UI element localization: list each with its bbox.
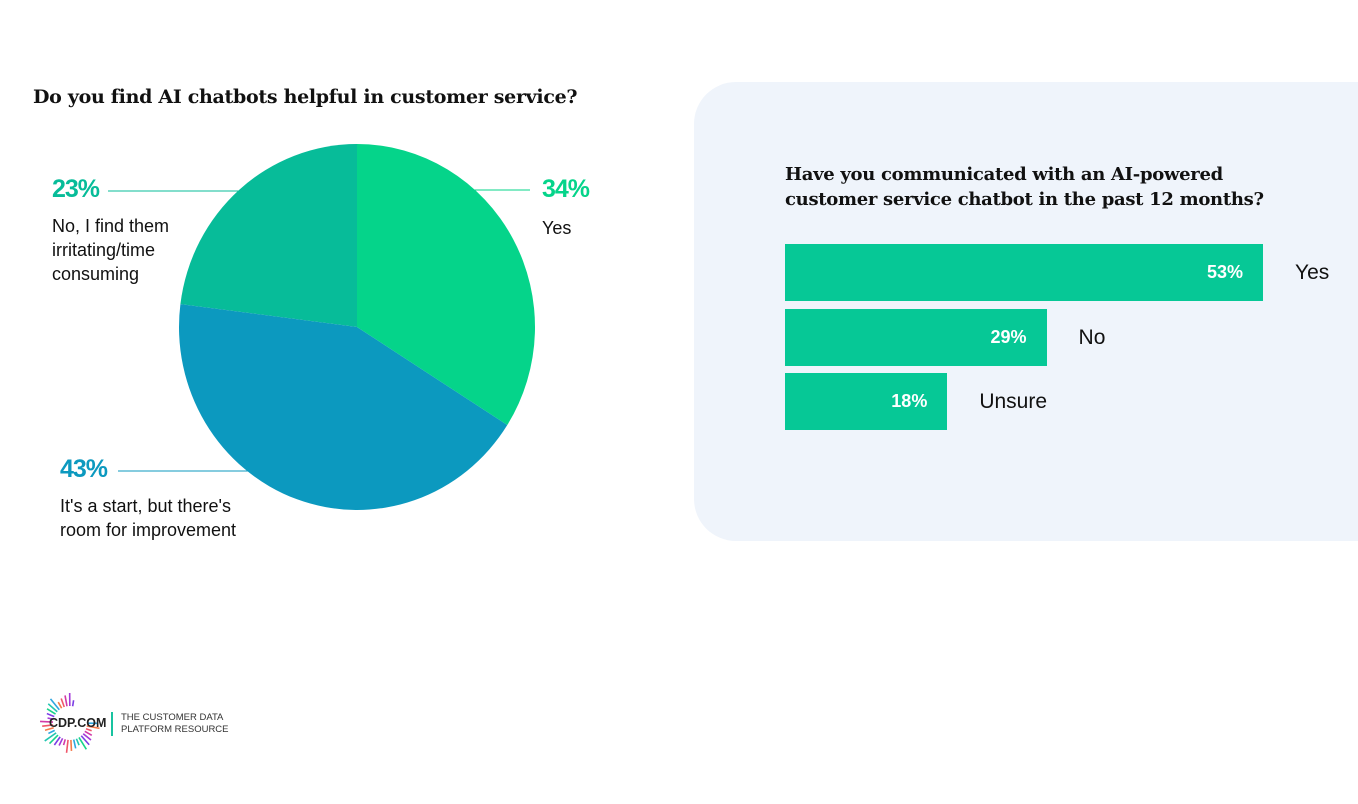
bar-no: 29%: [785, 309, 1047, 366]
logo-divider: [111, 712, 113, 736]
bar-value-label: 18%: [891, 391, 928, 411]
logo-tagline: THE CUSTOMER DATA PLATFORM RESOURCE: [121, 712, 229, 736]
pie-label-yes: Yes: [542, 218, 572, 238]
pie-slice-0: [357, 144, 535, 426]
bar-value-label: 29%: [990, 327, 1027, 347]
bar-chart-title: Have you communicated with an AI-powered…: [785, 164, 1264, 210]
bar-category-label: Unsure: [979, 390, 1048, 413]
pie-pct-start: 43%: [60, 455, 108, 483]
bar-category-label: Yes: [1295, 261, 1330, 284]
pie-slice-2: [180, 144, 357, 327]
pie-pct-yes: 34%: [542, 175, 590, 203]
pie-slice-1: [178, 304, 508, 511]
pie-pct-no: 23%: [52, 175, 100, 203]
pie-label-no: No, I find them irritating/time consumin…: [52, 216, 170, 284]
logo-name: CDP.COM: [49, 716, 107, 730]
tagline-line1: THE CUSTOMER DATA: [121, 712, 224, 723]
pie-label-start: It's a start, but there's room for impro…: [60, 496, 237, 540]
pie-chart-title: Do you find AI chatbots helpful in custo…: [33, 86, 578, 108]
bar-yes: 53%: [785, 244, 1263, 301]
pie-chart: [108, 144, 535, 511]
tagline-line2: PLATFORM RESOURCE: [121, 724, 229, 735]
bar-unsure: 18%: [785, 373, 948, 430]
bar-category-label: No: [1078, 326, 1106, 349]
cdp-logo-burst-icon: [39, 692, 100, 753]
bar-value-label: 53%: [1206, 262, 1243, 282]
